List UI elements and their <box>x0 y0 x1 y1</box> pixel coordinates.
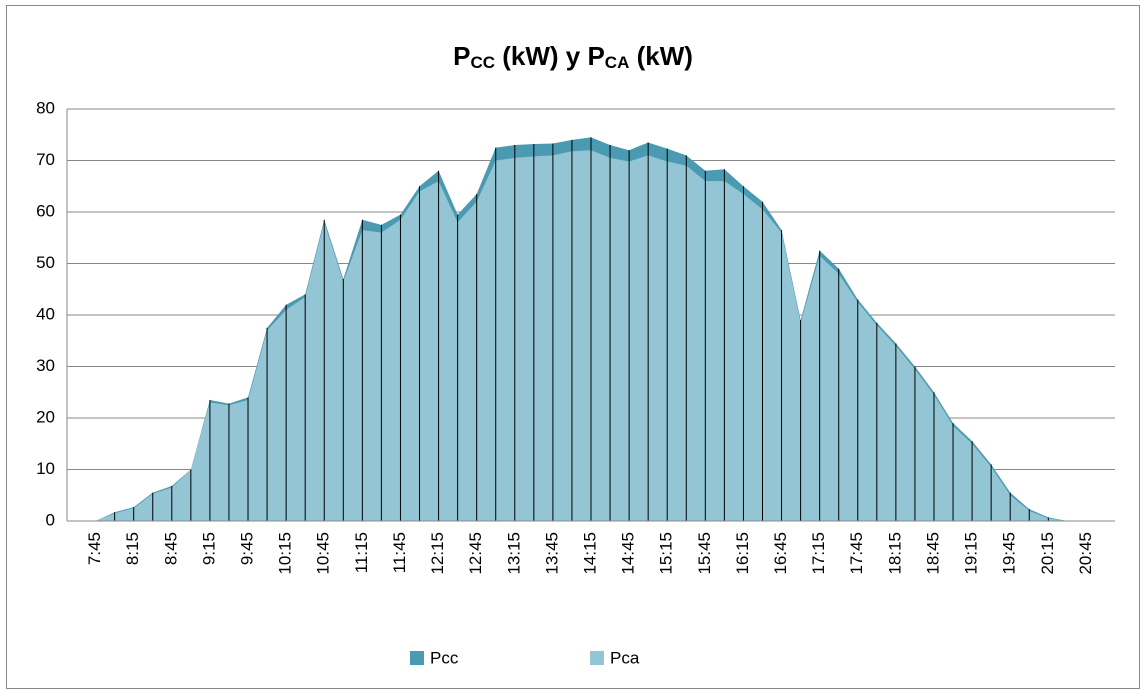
y-tick-label: 80 <box>36 98 55 117</box>
y-tick-label: 50 <box>36 253 55 272</box>
x-tick-label: 17:15 <box>809 532 828 575</box>
x-tick-label: 18:45 <box>923 532 942 575</box>
title-part: CA <box>605 53 630 72</box>
x-tick-label: 20:45 <box>1076 532 1095 575</box>
x-tick-label: 15:15 <box>657 532 676 575</box>
x-tick-label: 15:45 <box>695 532 714 575</box>
chart-title: PCC (kW) y PCA (kW) <box>453 41 693 73</box>
x-tick-label: 11:45 <box>390 532 409 573</box>
x-tick-label: 10:45 <box>314 532 333 575</box>
y-tick-label: 60 <box>36 201 55 220</box>
x-tick-label: 12:15 <box>428 532 447 575</box>
x-tick-label: 11:15 <box>352 532 371 573</box>
y-tick-label: 0 <box>46 510 55 529</box>
y-tick-label: 40 <box>36 304 55 323</box>
x-tick-label: 7:45 <box>85 532 104 565</box>
y-tick-label: 30 <box>36 356 55 375</box>
x-tick-label: 13:15 <box>504 532 523 575</box>
legend-label: Pca <box>610 648 640 667</box>
title-part: P <box>453 41 470 71</box>
x-tick-label: 8:45 <box>161 532 180 565</box>
x-tick-label: 19:15 <box>962 532 981 575</box>
title-part: (kW) y P <box>495 41 605 71</box>
x-tick-label: 9:15 <box>199 532 218 565</box>
x-tick-label: 13:45 <box>542 532 561 575</box>
x-tick-label: 17:45 <box>847 532 866 575</box>
x-tick-label: 19:45 <box>1000 532 1019 575</box>
legend-label: Pcc <box>430 648 459 667</box>
x-tick-label: 12:45 <box>466 532 485 575</box>
title-part: CC <box>470 53 495 72</box>
legend-swatch <box>590 651 604 665</box>
y-tick-label: 70 <box>36 150 55 169</box>
x-tick-label: 14:45 <box>619 532 638 575</box>
x-tick-label: 18:15 <box>885 532 904 575</box>
title-part: (kW) <box>629 41 693 71</box>
legend-swatch <box>410 651 424 665</box>
x-tick-label: 16:15 <box>733 532 752 575</box>
y-tick-label: 10 <box>36 459 55 478</box>
x-tick-label: 20:15 <box>1038 532 1057 575</box>
x-tick-label: 9:45 <box>238 532 257 565</box>
y-tick-label: 20 <box>36 407 55 426</box>
x-tick-label: 14:15 <box>580 532 599 575</box>
x-tick-label: 16:45 <box>771 532 790 575</box>
x-tick-label: 8:15 <box>123 532 142 565</box>
x-tick-label: 10:15 <box>276 532 295 575</box>
